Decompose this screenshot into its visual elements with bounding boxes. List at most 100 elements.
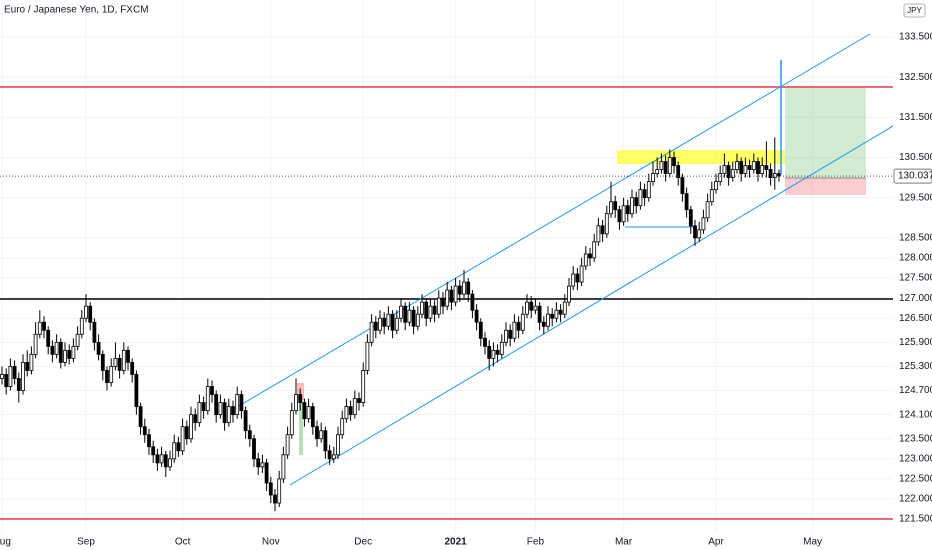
- candle-body: [562, 301, 567, 315]
- candle-body: [726, 165, 731, 178]
- candle-body: [743, 165, 748, 174]
- candle-body: [365, 341, 370, 371]
- candle-body: [88, 305, 93, 323]
- y-tick-label: 127.500: [899, 273, 932, 284]
- x-tick-label: Nov: [262, 537, 280, 548]
- candle-body: [512, 321, 517, 339]
- y-tick-label: 125.300: [899, 361, 932, 372]
- candle-body: [445, 289, 450, 307]
- candle-body: [134, 374, 139, 408]
- candle-body: [147, 434, 151, 448]
- candle-body: [378, 317, 382, 331]
- candle-body: [67, 349, 72, 359]
- candle-body: [684, 193, 689, 211]
- candle-body: [428, 305, 433, 319]
- candle-body: [705, 201, 710, 219]
- candle-body: [142, 426, 147, 436]
- candle-body: [399, 305, 403, 319]
- candle-body: [676, 165, 681, 178]
- candle-body: [688, 209, 693, 227]
- candle-body: [583, 253, 588, 267]
- candle-body: [126, 349, 130, 363]
- candle-body: [575, 273, 580, 283]
- candle-body: [697, 229, 702, 239]
- candle-body: [407, 309, 412, 323]
- candle-body: [75, 333, 80, 347]
- candle-body: [226, 406, 231, 424]
- candle-body: [390, 313, 395, 331]
- candle-body: [231, 406, 235, 416]
- candle-body: [323, 430, 328, 452]
- candle-body: [197, 402, 202, 424]
- candle-body: [634, 197, 639, 207]
- candle-body: [764, 165, 769, 170]
- candle-body: [663, 161, 668, 174]
- candle-body: [508, 329, 513, 339]
- candle-body: [449, 289, 454, 303]
- candle-body: [260, 462, 265, 468]
- candle-body: [588, 253, 592, 259]
- y-tick-label: 123.500: [899, 433, 932, 444]
- candle-body: [189, 414, 193, 440]
- chart-title: Euro / Japanese Yen, 1D, FXCM: [4, 5, 149, 16]
- last-price-label: 130.037: [898, 171, 932, 182]
- candle-body: [651, 173, 655, 183]
- candle-body: [151, 446, 156, 456]
- candle-body: [672, 157, 676, 166]
- candle-body: [642, 189, 647, 199]
- candle-body: [600, 225, 605, 235]
- x-tick-label: Dec: [354, 537, 372, 548]
- candle-body: [163, 454, 168, 468]
- candle-body: [420, 301, 424, 315]
- candle-body: [285, 434, 290, 456]
- x-tick-label: Aug: [0, 537, 11, 548]
- candle-body: [680, 177, 685, 195]
- candle-body: [247, 430, 252, 440]
- y-tick-label: 127.000: [899, 293, 932, 304]
- x-tick-label: Apr: [708, 537, 724, 548]
- y-tick-label: 123.000: [899, 453, 932, 464]
- candle-body: [604, 213, 609, 235]
- x-tick-label: Sep: [77, 537, 95, 548]
- candle-body: [4, 374, 9, 387]
- candle-body: [79, 317, 84, 335]
- candle-body: [516, 321, 521, 331]
- candle-body: [659, 161, 664, 170]
- candle-body: [277, 478, 282, 504]
- candle-body: [394, 317, 399, 331]
- candle-body: [768, 169, 773, 178]
- currency: JPY: [907, 6, 922, 15]
- candle-body: [168, 458, 172, 468]
- candle-body: [483, 337, 487, 347]
- candle-body: [491, 349, 496, 359]
- candle-body: [453, 285, 458, 303]
- candle-body: [609, 201, 613, 215]
- candle-body: [550, 313, 555, 319]
- y-tick-label: 130.500: [899, 152, 932, 163]
- candle-body: [348, 406, 353, 416]
- candle-body: [579, 265, 584, 283]
- marker: [299, 400, 303, 455]
- candle-body: [63, 349, 67, 363]
- candle-body: [239, 394, 244, 412]
- y-tick-label: 128.000: [899, 253, 932, 264]
- candle-body: [567, 285, 571, 303]
- candle-body: [596, 225, 601, 243]
- candle-body: [327, 450, 332, 460]
- candle-body: [235, 394, 240, 416]
- y-tick-label: 122.500: [899, 474, 932, 485]
- candle-body: [214, 394, 219, 416]
- candle-body: [617, 209, 622, 223]
- candle-body: [243, 410, 248, 432]
- y-tick-label: 126.500: [899, 313, 932, 324]
- currency-box: [903, 3, 926, 18]
- candle-body: [735, 161, 739, 170]
- candle-body: [201, 402, 206, 412]
- candle-body: [184, 426, 189, 440]
- candle-body: [180, 426, 185, 452]
- candle-body: [718, 173, 723, 183]
- x-tick-label: Feb: [527, 537, 545, 548]
- candle-body: [730, 169, 735, 178]
- y-tick-label: 133.500: [899, 32, 932, 43]
- candle-body: [369, 321, 374, 343]
